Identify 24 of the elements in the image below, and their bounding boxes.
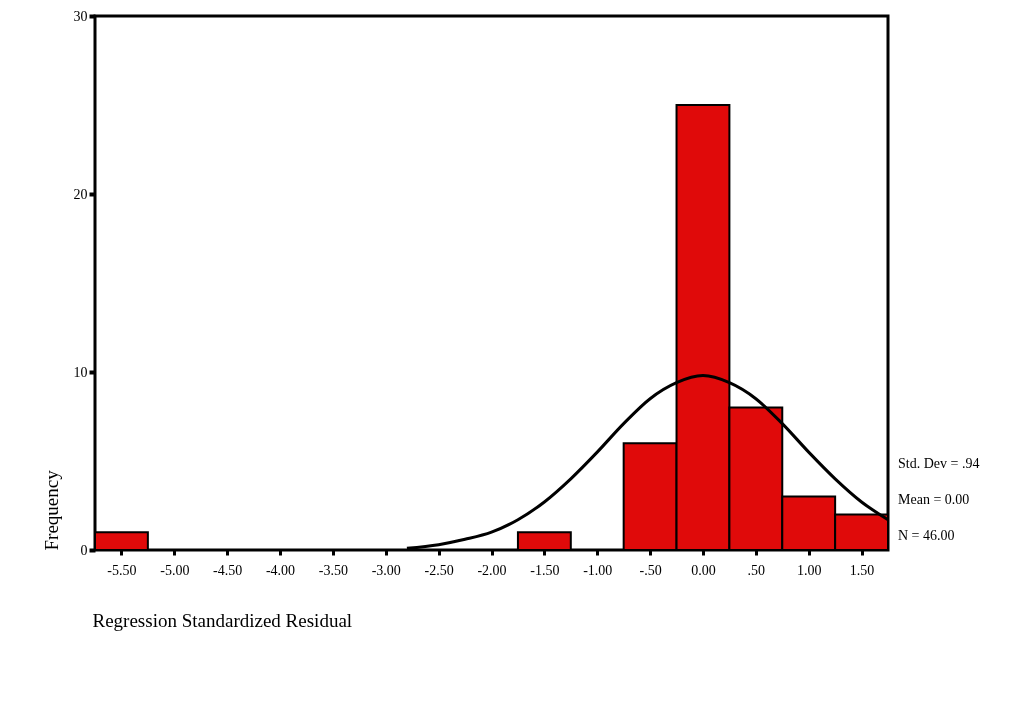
x-tick-label: -2.00 <box>477 562 507 578</box>
x-axis-title: Regression Standardized Residual <box>92 609 353 631</box>
text: Mean = 0.00 <box>898 492 970 507</box>
text: Std. Dev = .94 <box>898 456 980 471</box>
x-tick-label: -1.50 <box>530 562 560 578</box>
y-axis-title: Frequency <box>40 469 62 551</box>
y-tick-label: 30 <box>73 8 88 24</box>
x-tick-label: -3.50 <box>318 562 348 578</box>
x-tick-label: -4.00 <box>265 562 296 578</box>
x-tick-label: -.50 <box>639 562 662 578</box>
text: N = 46.00 <box>898 528 955 543</box>
x-tick-label: -5.50 <box>107 562 137 578</box>
x-tick-label: -2.50 <box>424 562 454 578</box>
x-tick-label: .50 <box>747 562 766 578</box>
x-tick-label: -3.00 <box>371 562 401 578</box>
y-tick-label: 20 <box>73 186 88 202</box>
x-tick-label: -1.00 <box>583 562 613 578</box>
x-tick-label: 1.00 <box>796 562 822 578</box>
y-tick-label: 10 <box>73 364 88 380</box>
x-tick-label: -5.00 <box>160 562 190 578</box>
x-tick-label: 1.50 <box>849 562 875 578</box>
y-tick-label: 0 <box>80 542 88 558</box>
x-tick-label: 0.00 <box>691 562 716 578</box>
x-tick-label: -4.50 <box>213 562 243 578</box>
